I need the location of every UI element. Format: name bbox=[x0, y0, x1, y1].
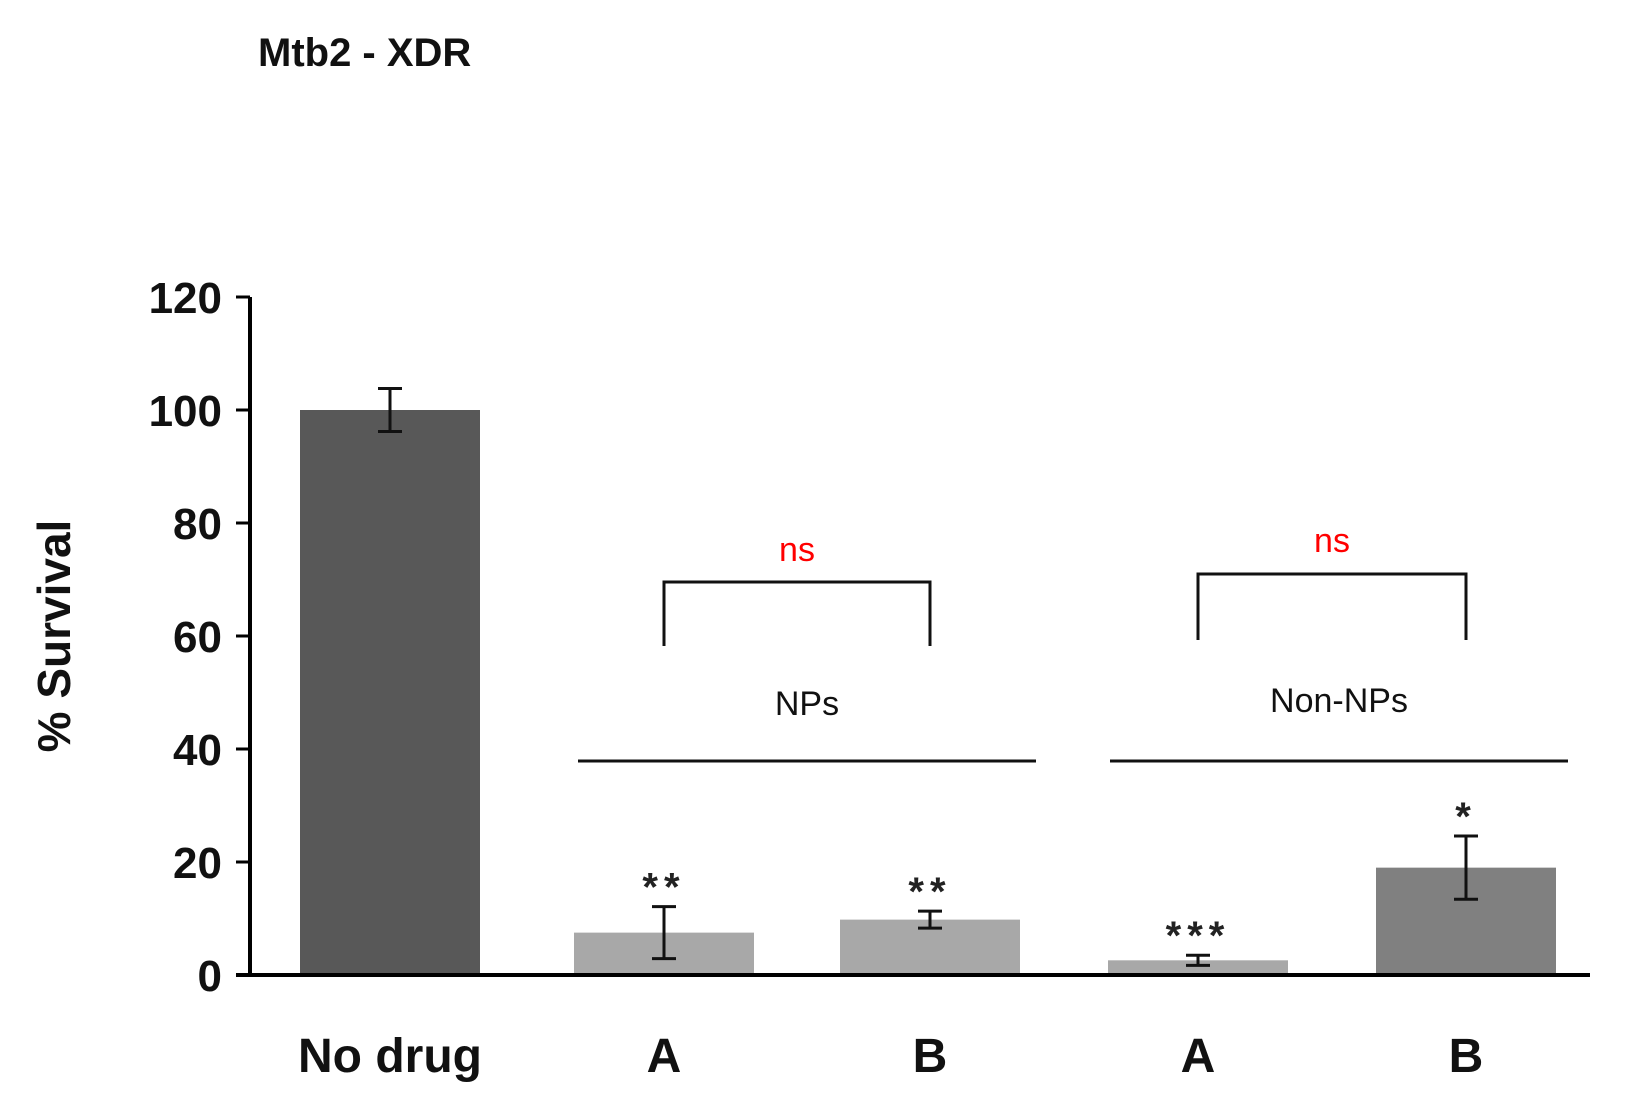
y-tick-label: 60 bbox=[173, 613, 222, 662]
y-tick-label: 0 bbox=[198, 952, 222, 1001]
significance-label: * bbox=[1455, 795, 1477, 839]
comparison-label: ns bbox=[1314, 522, 1350, 560]
y-axis-label: % Survival bbox=[28, 520, 80, 753]
comparison-label: ns bbox=[779, 531, 815, 569]
group-label: Non-NPs bbox=[1270, 682, 1408, 720]
x-tick-label: A bbox=[1181, 1030, 1216, 1083]
significance-marks: ** ****** bbox=[642, 795, 1477, 958]
x-tick-label: A bbox=[647, 1030, 682, 1083]
y-tick-label: 80 bbox=[173, 500, 222, 549]
y-tick-label: 100 bbox=[149, 387, 222, 436]
y-tick-label: 20 bbox=[173, 839, 222, 888]
significance-label: ** bbox=[642, 866, 685, 910]
significance-label: *** bbox=[1166, 914, 1231, 958]
x-tick-label: B bbox=[1449, 1030, 1484, 1083]
error-bars bbox=[378, 387, 1478, 967]
bar-1 bbox=[300, 410, 480, 975]
group-label: NPs bbox=[775, 685, 839, 723]
significance-label: ** bbox=[908, 870, 951, 914]
bar-4 bbox=[1108, 960, 1288, 975]
x-axis-tick-labels: No drug A B A B bbox=[298, 1030, 1483, 1083]
y-axis-ticks: 0 20 40 60 80 100 120 bbox=[149, 274, 250, 1001]
y-tick-label: 120 bbox=[149, 274, 222, 323]
x-tick-label: B bbox=[913, 1030, 948, 1083]
y-tick-label: 40 bbox=[173, 726, 222, 775]
group-annotations: NPs ns Non-NPs ns bbox=[578, 522, 1568, 763]
comparison-bracket bbox=[662, 580, 932, 646]
chart-title: Mtb2 - XDR bbox=[258, 31, 471, 75]
x-tick-label: No drug bbox=[298, 1030, 482, 1083]
comparison-bracket bbox=[1196, 572, 1468, 640]
